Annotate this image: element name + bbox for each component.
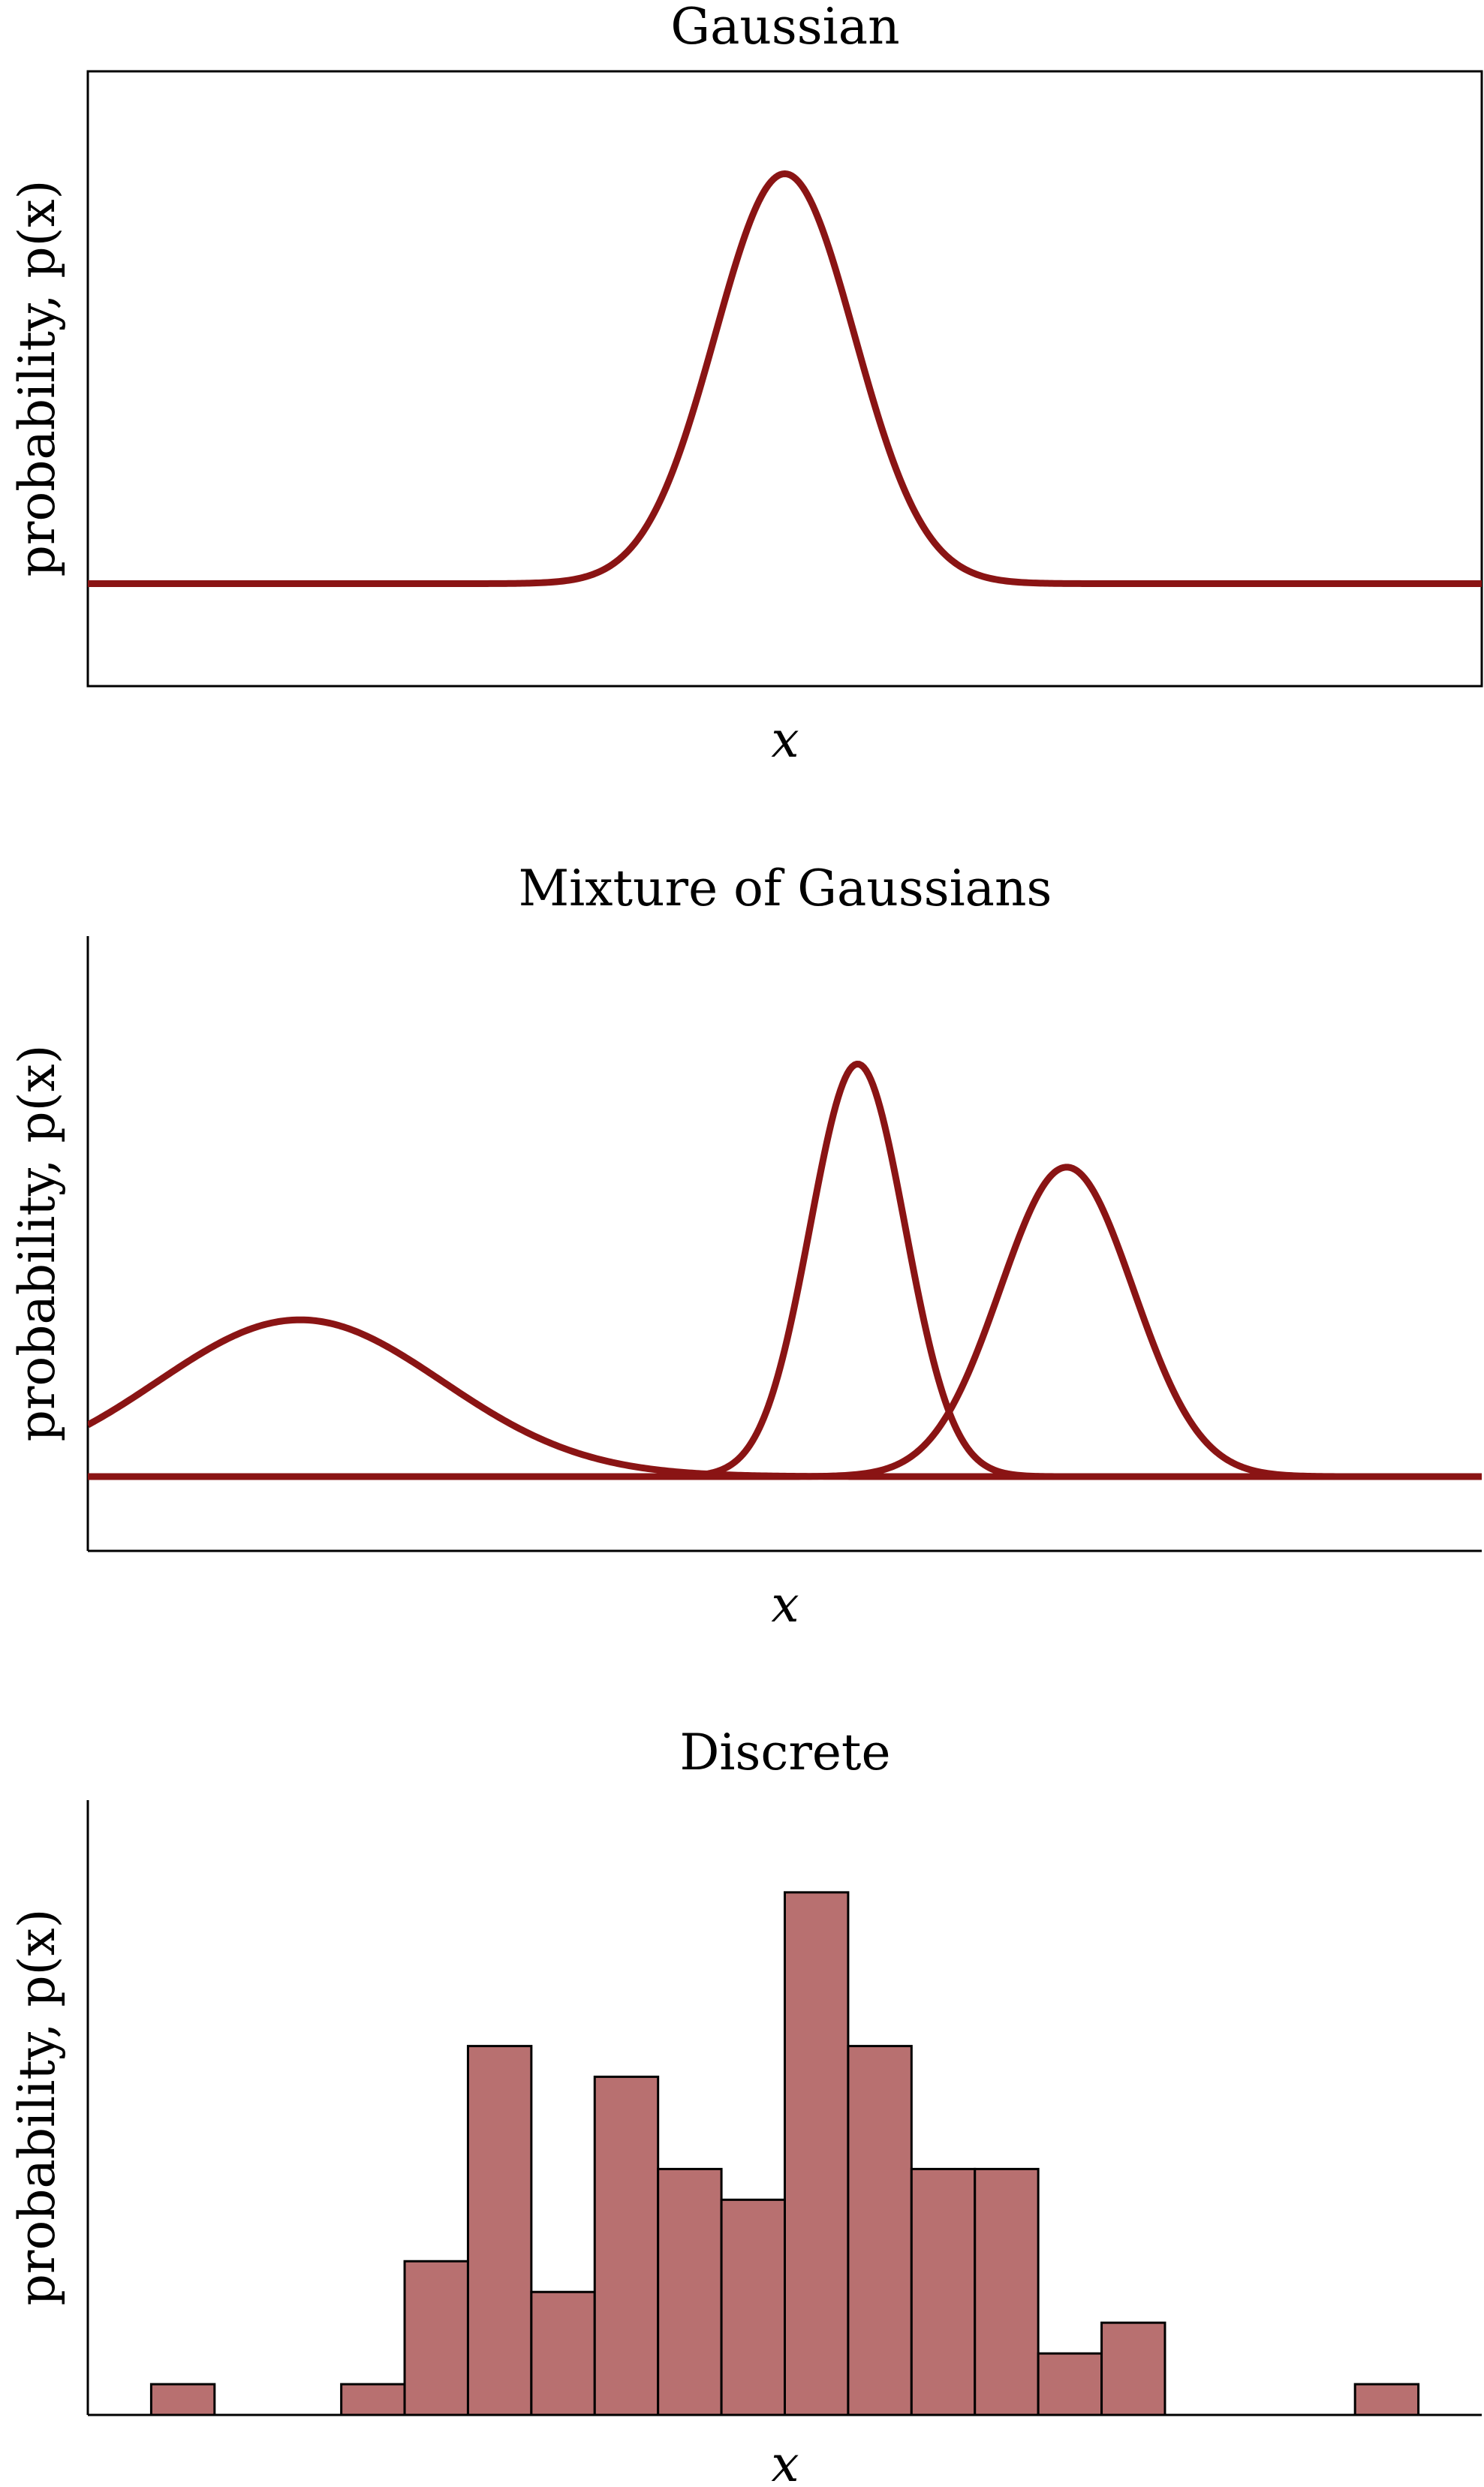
gaussian-ylabel: probability, p(x) (8, 180, 66, 577)
bar-7 (466, 2045, 533, 2416)
series-line-component-2 (88, 1060, 1482, 1480)
bar-5 (340, 2383, 406, 2416)
series-line-gaussian (88, 170, 1482, 587)
gaussian-xlabel: x (771, 711, 799, 769)
bar-8 (530, 2290, 596, 2416)
discrete-ylabel: probability, p(x) (8, 1909, 66, 2306)
bar-21 (1353, 2383, 1420, 2416)
discrete-xlabel: x (771, 2435, 799, 2487)
gaussian-title: Gaussian (670, 0, 899, 56)
gaussian-curves (88, 170, 1482, 587)
bar-10 (657, 2167, 723, 2416)
discrete-title: Discrete (679, 1724, 890, 1781)
mixture-title: Mixture of Gaussians (519, 860, 1052, 917)
bar-9 (593, 2076, 660, 2416)
bar-13 (847, 2045, 913, 2416)
bar-16 (1037, 2352, 1103, 2416)
mixture-curves (88, 1060, 1482, 1480)
discrete-bars (149, 1891, 1420, 2416)
mixture-ylabel: probability, p(x) (8, 1045, 66, 1442)
bar-11 (720, 2198, 787, 2416)
mixture-panel: Mixture of Gaussians x probability, p(x) (8, 860, 1482, 1633)
mixture-xlabel: x (771, 1576, 799, 1633)
gaussian-panel: Gaussian x probability, p(x) (8, 0, 1483, 769)
series-line-component-3 (88, 1164, 1482, 1480)
bar-2 (149, 2383, 216, 2416)
bar-6 (403, 2260, 469, 2416)
bar-17 (1100, 2321, 1166, 2416)
gaussian-axes-box (86, 70, 1483, 688)
bar-15 (974, 2167, 1040, 2416)
bar-12 (784, 1891, 850, 2416)
discrete-panel: Discrete x probability, p(x) (8, 1724, 1482, 2487)
bar-14 (910, 2167, 977, 2416)
